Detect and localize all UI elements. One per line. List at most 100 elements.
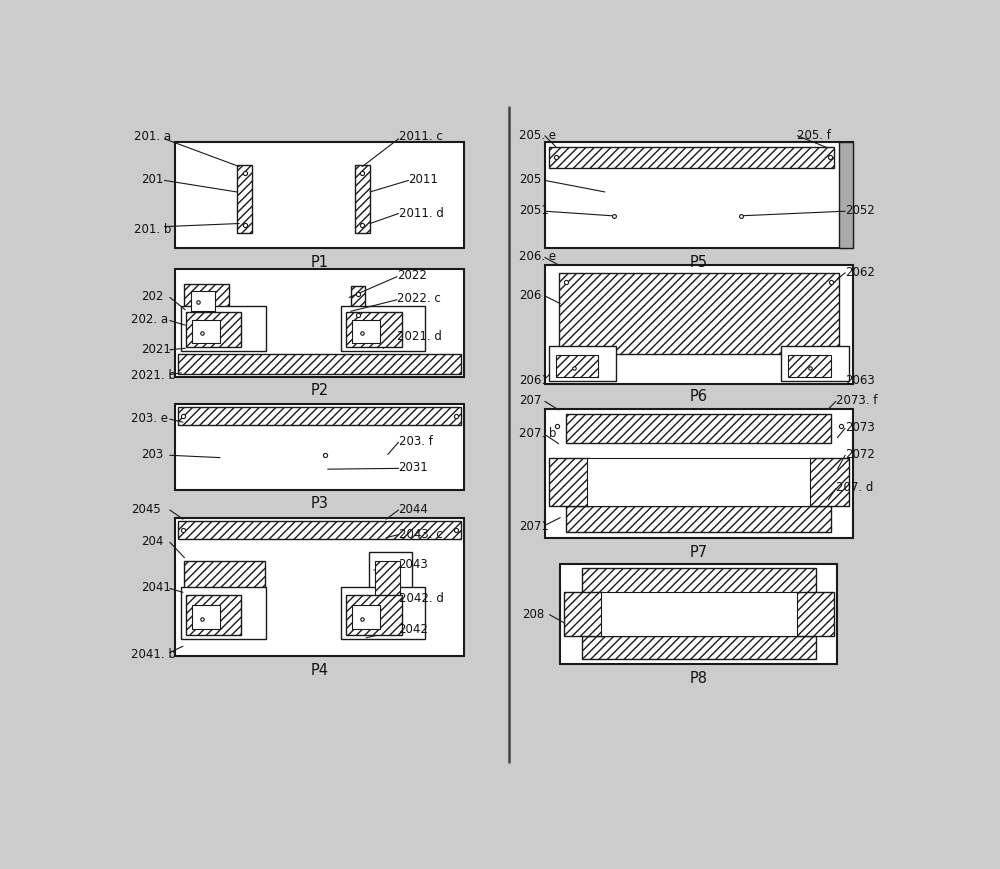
- Bar: [601, 592, 797, 636]
- Text: 2044: 2044: [399, 502, 428, 515]
- Bar: [186, 595, 241, 635]
- Text: 2011. c: 2011. c: [399, 130, 442, 143]
- Bar: [788, 355, 831, 377]
- Text: 202. a: 202. a: [131, 313, 168, 326]
- Text: 2041: 2041: [141, 580, 171, 594]
- Text: 205. e: 205. e: [519, 129, 556, 142]
- Bar: [355, 166, 370, 234]
- Bar: [352, 321, 380, 343]
- Bar: [184, 285, 229, 315]
- Bar: [192, 321, 220, 343]
- Bar: [549, 347, 616, 381]
- Bar: [560, 564, 837, 664]
- Bar: [351, 287, 365, 323]
- Text: 203. e: 203. e: [131, 412, 168, 425]
- Bar: [341, 587, 425, 640]
- Text: 2045: 2045: [131, 502, 161, 515]
- Text: P4: P4: [311, 662, 329, 677]
- Text: 207: 207: [519, 394, 541, 407]
- Bar: [795, 592, 834, 636]
- Text: 2043. c: 2043. c: [399, 527, 442, 540]
- Bar: [178, 355, 461, 375]
- Bar: [566, 415, 831, 443]
- Bar: [369, 552, 412, 610]
- Text: 2072: 2072: [845, 448, 875, 461]
- Text: P3: P3: [311, 495, 329, 510]
- Text: 201. a: 201. a: [134, 130, 171, 143]
- Text: 2071: 2071: [519, 520, 549, 532]
- Bar: [587, 459, 810, 507]
- Bar: [582, 636, 816, 660]
- Bar: [556, 355, 598, 377]
- Bar: [549, 459, 589, 507]
- Bar: [839, 143, 853, 249]
- Bar: [346, 595, 402, 635]
- Text: P6: P6: [690, 389, 708, 404]
- Text: P7: P7: [690, 544, 708, 560]
- Text: 2062: 2062: [845, 265, 875, 278]
- Text: 2022. c: 2022. c: [397, 292, 441, 305]
- Text: 2051: 2051: [519, 204, 548, 217]
- Text: 201: 201: [141, 173, 164, 186]
- Text: 207. b: 207. b: [519, 427, 556, 440]
- Text: 204: 204: [141, 534, 164, 547]
- Bar: [346, 313, 402, 348]
- Text: 205: 205: [519, 173, 541, 186]
- Text: 206: 206: [519, 289, 541, 302]
- Text: 2073. f: 2073. f: [836, 394, 877, 407]
- Bar: [178, 521, 461, 540]
- Text: 2042: 2042: [399, 622, 428, 635]
- Text: 2052: 2052: [845, 204, 875, 217]
- Text: 207. d: 207. d: [836, 481, 873, 494]
- Text: 2011. d: 2011. d: [399, 207, 443, 220]
- Text: 203: 203: [141, 448, 164, 461]
- Bar: [192, 606, 220, 629]
- Bar: [175, 269, 464, 377]
- Text: P5: P5: [690, 255, 708, 269]
- Bar: [582, 569, 816, 594]
- Bar: [352, 606, 380, 629]
- Bar: [175, 518, 464, 656]
- Text: 203. f: 203. f: [399, 434, 432, 448]
- Bar: [564, 592, 603, 636]
- Bar: [186, 313, 241, 348]
- Text: P1: P1: [311, 255, 329, 269]
- Text: 205. f: 205. f: [797, 129, 831, 142]
- Bar: [237, 166, 252, 234]
- Bar: [175, 143, 464, 249]
- Text: 2042. d: 2042. d: [399, 592, 443, 605]
- Text: 2011: 2011: [409, 173, 438, 186]
- Bar: [559, 274, 839, 355]
- Bar: [809, 459, 849, 507]
- Text: 2043: 2043: [399, 558, 428, 571]
- Bar: [566, 507, 831, 533]
- Bar: [375, 561, 400, 606]
- Bar: [545, 409, 853, 539]
- Text: P2: P2: [311, 383, 329, 398]
- Text: 2022: 2022: [397, 269, 427, 282]
- Bar: [181, 587, 266, 640]
- Bar: [341, 307, 425, 351]
- Bar: [178, 408, 461, 426]
- Bar: [549, 148, 834, 169]
- Bar: [191, 291, 215, 311]
- Text: 2073: 2073: [845, 421, 875, 434]
- Bar: [181, 307, 266, 351]
- Bar: [545, 266, 853, 385]
- Bar: [781, 347, 849, 381]
- Text: 2063: 2063: [845, 373, 875, 386]
- Text: 208: 208: [522, 607, 544, 620]
- Bar: [184, 561, 265, 589]
- Text: P8: P8: [690, 670, 708, 685]
- Text: 2021. b: 2021. b: [131, 368, 176, 381]
- Text: 201. b: 201. b: [134, 222, 171, 235]
- Text: 206. e: 206. e: [519, 250, 556, 263]
- Text: 2031: 2031: [399, 461, 428, 474]
- Text: 2021. d: 2021. d: [397, 330, 442, 343]
- Text: 2041. b: 2041. b: [131, 647, 176, 660]
- Bar: [175, 404, 464, 490]
- Text: 2061: 2061: [519, 373, 549, 386]
- Text: 2021: 2021: [141, 342, 171, 355]
- Text: 202: 202: [141, 290, 164, 303]
- Bar: [545, 143, 853, 249]
